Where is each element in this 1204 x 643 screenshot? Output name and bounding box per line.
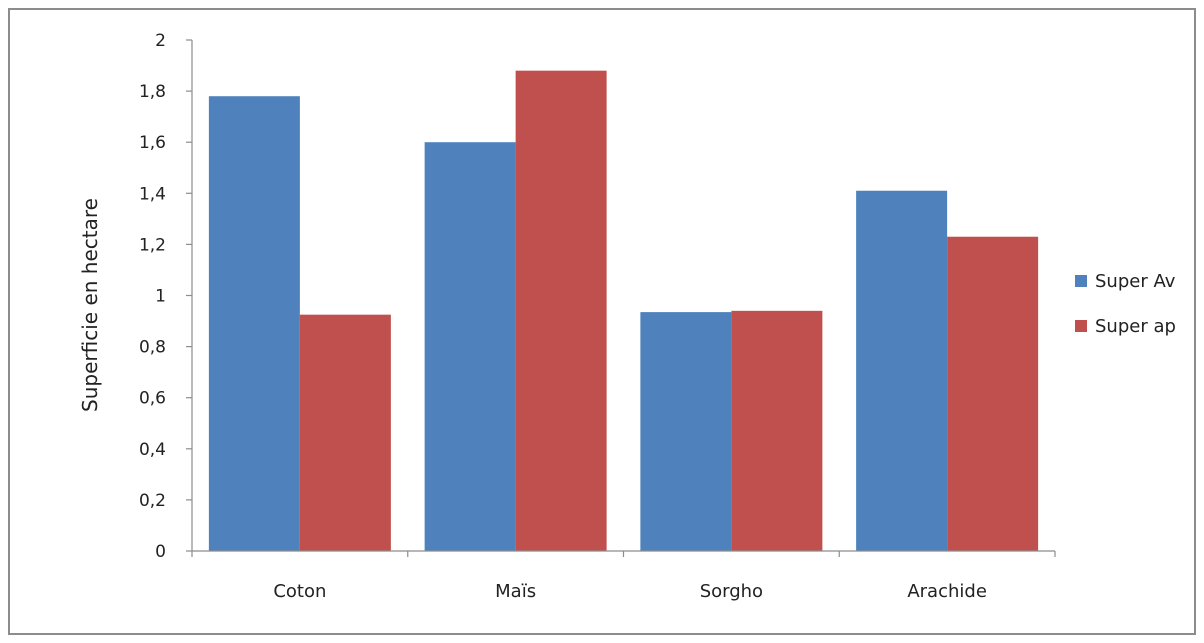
y-tick-label: 2	[155, 31, 166, 51]
y-tick-label: 1,8	[139, 82, 166, 102]
legend-label: Super ap	[1095, 316, 1176, 337]
x-tick-label: Maïs	[495, 581, 536, 602]
x-tick-label: Coton	[273, 581, 326, 602]
legend-swatch	[1075, 320, 1087, 332]
bar	[424, 142, 516, 551]
bar	[731, 310, 823, 551]
bar	[515, 70, 607, 551]
y-axis-title: Superficie en hectare	[78, 198, 102, 412]
bar	[299, 314, 391, 551]
legend-swatch	[1075, 275, 1087, 287]
y-tick-label: 1,2	[139, 235, 166, 255]
y-tick-label: 0,8	[139, 338, 166, 358]
y-tick-label: 0	[155, 542, 166, 562]
y-axis: 0 0,2 0,4 0,6 0,8 1 1,2 1,4 1,6 1,8 2	[139, 31, 193, 562]
y-tick-label: 0,2	[139, 491, 166, 511]
bar	[640, 312, 732, 551]
bar	[856, 190, 948, 551]
y-tick-label: 1,4	[139, 184, 166, 204]
x-axis: Coton Maïs Sorgho Arachide	[191, 550, 1056, 602]
y-tick-label: 1	[155, 287, 166, 307]
y-tick-label: 1,6	[139, 133, 166, 153]
bar	[208, 96, 300, 552]
y-tick-label: 0,6	[139, 389, 166, 409]
bars	[208, 70, 1039, 552]
y-tick-label: 0,4	[139, 440, 166, 460]
x-tick-label: Arachide	[907, 581, 987, 602]
legend: Super Av Super ap	[1075, 271, 1176, 337]
x-tick-label: Sorgho	[700, 581, 763, 602]
bar	[947, 236, 1039, 552]
legend-label: Super Av	[1095, 271, 1176, 292]
